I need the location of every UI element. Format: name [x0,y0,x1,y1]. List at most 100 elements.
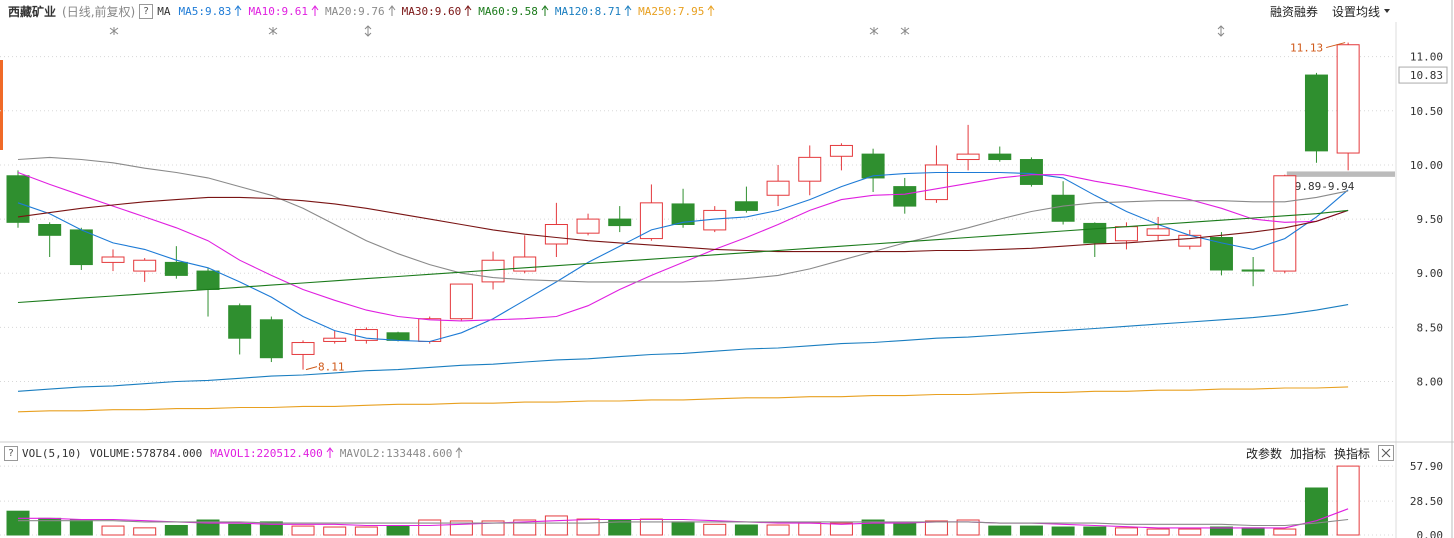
event-markers [109,25,1225,37]
event-marker[interactable] [268,27,278,35]
volume-bar [354,526,378,536]
candle-body [101,256,125,263]
volume-bar [69,519,93,536]
menu-link[interactable]: 换指标 [1333,446,1370,461]
legend: MA5:9.83 MA10:9.61 MA20:9.76 MA30:9.60 MA60:… [178,5,721,18]
y-tick-label: 11.00 [1410,51,1443,64]
ma-line [17,386,1349,413]
price-header: 西藏矿业 (日线,前复权) ? MA MA5:9.83 MA10:9.61 MA20… [0,0,1454,22]
candle-body [164,261,188,276]
candle-body [323,337,347,342]
legend-label: MA250:7.95 [638,4,705,18]
legend-arrow [235,5,242,16]
legend-arrow [455,447,463,458]
y-tick-label: 0.00 [1417,529,1444,538]
menu-link[interactable]: 融资融券 [1269,4,1318,19]
legend-label: MAVOL1:220512.400 [210,446,323,460]
volume-value: VOLUME:578784.000 [89,446,203,460]
volume-bar [133,527,157,536]
legend-item[interactable]: MAVOL1:220512.400 [210,447,334,460]
stock-name: 西藏矿业 [8,4,57,19]
candle-body [924,164,948,201]
legend-item[interactable]: MA250:7.95 [638,5,715,18]
volume-bar [291,525,315,536]
ma-line [17,171,1349,343]
volume-bar [1241,527,1265,536]
volume-bar [418,519,442,536]
volume-bar [1336,465,1360,536]
legend-label: MA5:9.83 [178,4,232,18]
legend-label: MA60:9.58 [478,4,538,18]
candle-body [544,224,568,245]
candle-body [1146,228,1170,236]
legend-item[interactable]: MA10:9.61 [248,5,319,18]
candle-body [829,144,853,157]
candle-body [576,218,600,234]
volume-bar [1146,528,1170,536]
legend-arrow [624,5,632,16]
indicator-name: VOL(5,10) [22,446,82,460]
volume-bar [798,522,822,536]
y-tick-label: 10.00 [1410,159,1443,172]
annotation-arrow [1326,42,1346,49]
legend-item[interactable]: MA30:9.60 [402,5,473,18]
volume-bar [228,523,252,536]
volume-bar [734,524,758,536]
high-annotation: 11.13 [1290,42,1323,55]
candle-body [133,259,157,272]
ma-line [18,518,1349,527]
candle-body [354,329,378,341]
candle-body [861,153,885,179]
volume-bar [259,521,283,536]
menu-link[interactable]: 加指标 [1289,446,1326,461]
event-marker[interactable] [900,27,910,35]
menu-link[interactable]: 设置均线 [1331,4,1380,19]
legend-item[interactable]: MA20:9.76 [325,5,396,18]
candle-body [196,270,220,290]
candle-body [418,318,442,342]
y-tick-label: 9.00 [1417,267,1444,280]
event-marker[interactable] [364,25,372,37]
volume-bar [481,520,505,536]
legend-item[interactable]: MA60:9.58 [478,5,549,18]
legend-item[interactable]: MA120:8.71 [555,5,632,18]
volume-bar [829,522,853,536]
candle-body [893,186,917,207]
annotation-arrow [305,366,318,371]
legend-label: MA120:8.71 [554,4,622,18]
volume-bar [1209,526,1233,536]
legend-arrow [541,5,549,16]
legend-item[interactable]: MAVOL2:133448.600 [340,447,464,460]
candle-body [1019,159,1043,185]
candle-body [1114,226,1138,242]
volume-bar [1273,528,1297,536]
candle-body [1241,269,1265,272]
volume-bar [196,519,220,536]
legend-label: MA20:9.76 [325,4,385,18]
volume-bar [988,525,1012,536]
help-button[interactable]: ? [139,3,154,19]
legend-arrow [326,447,334,458]
candle-body [291,342,315,355]
legend-item[interactable]: MA5:9.83 [178,5,242,18]
volume-bar [893,522,917,536]
close-button[interactable] [1378,445,1394,461]
volume-bar [513,519,537,536]
volume-bar [1114,527,1138,536]
price-range-label: 9.89-9.94 [1295,180,1355,193]
menu-link[interactable]: 改参数 [1245,446,1282,461]
candle-body [639,202,663,240]
volume-bar [1051,526,1075,536]
help-button[interactable]: ? [4,445,18,461]
legend-label: MA30:9.60 [401,4,462,18]
event-marker[interactable] [109,27,119,35]
volume-bar [544,515,568,536]
event-marker[interactable] [869,27,879,35]
volume-bar [164,524,188,536]
volume-bar [671,521,695,536]
legend: MAVOL1:220512.400 MAVOL2:133448.600 [210,447,469,460]
event-marker[interactable] [1217,25,1225,37]
volume-bar [1304,487,1328,536]
